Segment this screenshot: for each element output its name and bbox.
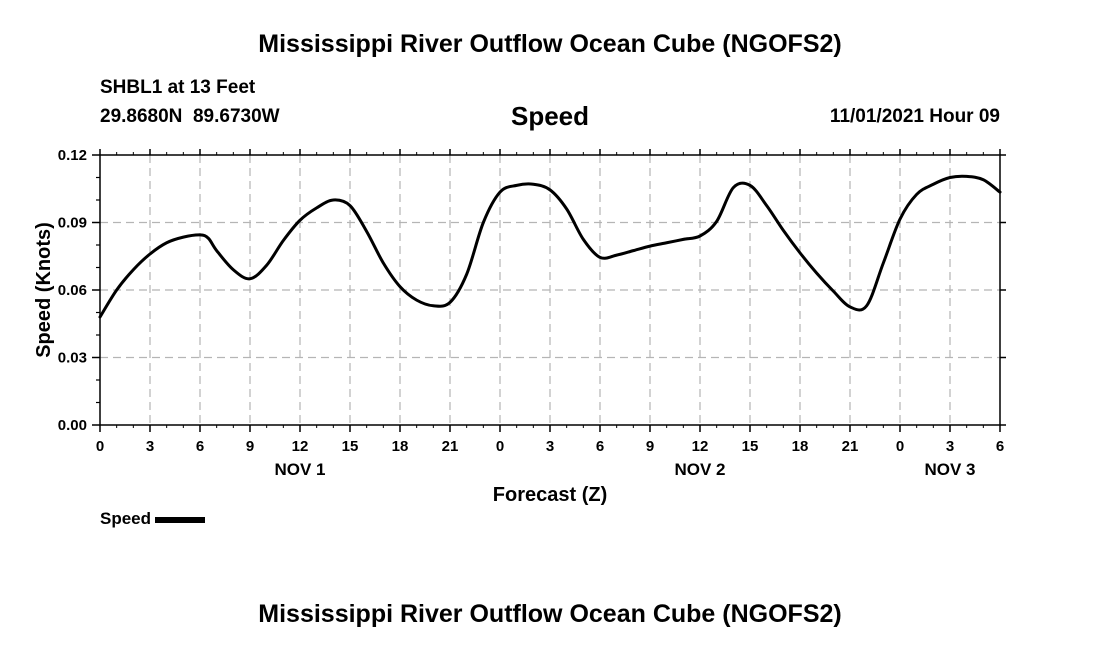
speed-chart: 0.00 0.03 0.06 0.09 0.12 0 3 6 9 12 15 18 21 0 3 6 9 12 15… [33, 147, 1006, 506]
x-tick-label: 3 [146, 438, 154, 455]
x-tick-label: 12 [692, 438, 709, 455]
day-label: NOV 2 [674, 460, 725, 479]
day-label: NOV 1 [274, 460, 325, 479]
x-tick-label: 0 [896, 438, 904, 455]
y-tick-label: 0.00 [58, 417, 87, 434]
day-label: NOV 3 [924, 460, 975, 479]
x-tick-label: 21 [842, 438, 859, 455]
x-tick-label: 9 [246, 438, 254, 455]
x-tick-label: 18 [392, 438, 409, 455]
y-axis-label: Speed (Knots) [33, 222, 55, 358]
y-tick-label: 0.06 [58, 282, 87, 299]
forecast-datetime: 11/01/2021 Hour 09 [829, 106, 1000, 127]
station-label: SHBL1 at 13 Feet [100, 77, 256, 98]
x-tick-label: 0 [496, 438, 504, 455]
y-tick-label: 0.12 [58, 147, 87, 164]
y-tick-label: 0.09 [58, 215, 87, 232]
x-tick-label: 3 [546, 438, 554, 455]
x-tick-label: 6 [196, 438, 204, 455]
x-tick-label: 15 [742, 438, 759, 455]
x-tick-label: 6 [996, 438, 1004, 455]
x-tick-label: 15 [342, 438, 359, 455]
axis-ticks [92, 149, 1006, 432]
x-tick-label: 12 [292, 438, 309, 455]
x-tick-label: 0 [96, 438, 104, 455]
variable-label: Speed [510, 101, 590, 131]
footer-chart-title: Mississippi River Outflow Ocean Cube (NG… [258, 600, 842, 628]
legend-label: Speed [100, 509, 152, 528]
station-coordinates: 29.8680N 89.6730W [100, 106, 280, 127]
speed-series-line [98, 174, 1002, 319]
x-tick-label: 9 [646, 438, 654, 455]
x-tick-label: 21 [442, 438, 459, 455]
x-tick-label: 18 [792, 438, 809, 455]
x-axis-label: Forecast (Z) [493, 484, 607, 506]
legend-swatch [155, 516, 206, 523]
legend: Speed [100, 509, 206, 529]
grid-lines [100, 155, 1000, 425]
x-tick-label: 3 [946, 438, 954, 455]
y-tick-label: 0.03 [58, 350, 87, 367]
axis-tick-labels: 0.00 0.03 0.06 0.09 0.12 0 3 6 9 12 15 18 21 0 3 6 9 12 15… [58, 147, 1004, 479]
x-tick-label: 6 [596, 438, 604, 455]
chart-title: Mississippi River Outflow Ocean Cube (NG… [258, 30, 842, 58]
